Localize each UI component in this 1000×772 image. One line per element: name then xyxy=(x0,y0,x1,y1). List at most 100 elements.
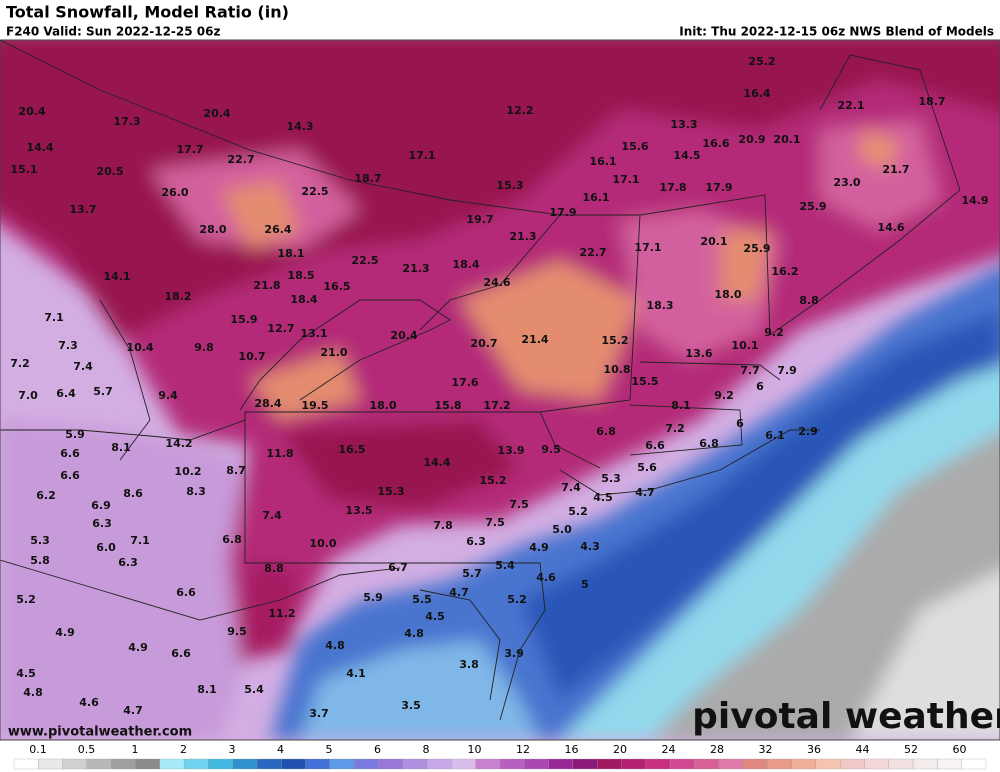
point-label: 15.2 xyxy=(601,334,628,347)
point-label: 21.0 xyxy=(320,346,347,359)
point-label: 21.7 xyxy=(882,163,909,176)
legend-tick-label: 24 xyxy=(662,743,676,756)
point-label: 14.5 xyxy=(673,149,700,162)
legend-swatch xyxy=(402,758,428,770)
point-label: 4.3 xyxy=(580,540,600,553)
website: www.pivotalweather.com xyxy=(8,725,192,740)
legend-swatch xyxy=(86,758,112,770)
title: Total Snowfall, Model Ratio (in) xyxy=(6,3,289,22)
point-label: 5.5 xyxy=(412,593,432,606)
point-label: 8.8 xyxy=(799,294,819,307)
init-time: Init: Thu 2022-12-15 06z NWS Blend of Mo… xyxy=(679,25,994,39)
point-label: 11.2 xyxy=(268,607,295,620)
point-label: 22.1 xyxy=(837,99,864,112)
legend-swatch xyxy=(451,758,476,770)
point-label: 20.4 xyxy=(18,105,45,118)
point-label: 16.4 xyxy=(743,87,770,100)
point-label: 14.4 xyxy=(26,141,53,154)
point-label: 10.8 xyxy=(603,363,630,376)
point-label: 18.0 xyxy=(369,399,396,412)
legend-tick-label: 1 xyxy=(132,743,139,756)
point-label: 6.3 xyxy=(118,556,138,569)
legend-swatch xyxy=(159,758,185,770)
point-label: 14.2 xyxy=(165,437,192,450)
point-label: 28.0 xyxy=(199,223,226,236)
point-label: 18.4 xyxy=(290,293,317,306)
point-label: 13.9 xyxy=(497,444,524,457)
legend-tick-label: 3 xyxy=(229,743,236,756)
legend-swatch xyxy=(961,758,987,770)
point-label: 13.6 xyxy=(685,347,712,360)
point-label: 9.4 xyxy=(158,389,178,402)
point-label: 4.1 xyxy=(346,667,366,680)
point-label: 8.8 xyxy=(264,562,284,575)
point-label: 6.8 xyxy=(699,437,719,450)
point-label: 13.3 xyxy=(670,118,697,131)
point-label: 5.0 xyxy=(552,523,572,536)
legend-swatch xyxy=(111,758,136,770)
legend-tick-label: 52 xyxy=(904,743,918,756)
point-label: 15.5 xyxy=(631,375,658,388)
point-label: 4.7 xyxy=(123,704,143,717)
point-label: 6.3 xyxy=(92,517,112,530)
legend-tick-label: 20 xyxy=(613,743,627,756)
point-label: 19.5 xyxy=(301,399,328,412)
point-label: 15.6 xyxy=(621,140,648,153)
point-label: 17.1 xyxy=(408,149,435,162)
point-label: 8.7 xyxy=(226,464,246,477)
point-label: 10.0 xyxy=(309,537,336,550)
point-label: 17.2 xyxy=(483,399,510,412)
legend-swatch xyxy=(840,758,865,770)
point-label: 15.3 xyxy=(496,179,523,192)
point-label: 7.8 xyxy=(433,519,453,532)
point-label: 5.2 xyxy=(16,593,36,606)
legend-swatch xyxy=(38,758,63,770)
legend-swatch xyxy=(888,758,914,770)
point-label: 7.5 xyxy=(485,516,505,529)
point-label: 6.8 xyxy=(596,425,616,438)
point-label: 4.7 xyxy=(449,586,469,599)
point-label: 22.7 xyxy=(579,246,606,259)
point-label: 18.2 xyxy=(164,290,191,303)
point-label: 17.1 xyxy=(634,241,661,254)
point-label: 10.2 xyxy=(174,465,201,478)
point-label: 7.2 xyxy=(10,357,30,370)
point-label: 7.1 xyxy=(130,534,150,547)
point-label: 14.9 xyxy=(961,194,988,207)
legend-swatch xyxy=(791,758,817,770)
point-label: 6.9 xyxy=(91,499,111,512)
legend-tick-label: 60 xyxy=(953,743,967,756)
point-label: 10.4 xyxy=(126,341,153,354)
legend-tick-label: 8 xyxy=(423,743,430,756)
point-label: 4.7 xyxy=(635,486,655,499)
legend-swatch xyxy=(475,758,501,770)
point-label: 7.9 xyxy=(777,364,797,377)
point-label: 2.9 xyxy=(798,425,818,438)
point-label: 4.6 xyxy=(79,696,99,709)
point-label: 7.2 xyxy=(665,422,685,435)
point-label: 15.8 xyxy=(434,399,461,412)
point-label: 20.1 xyxy=(700,235,727,248)
point-label: 6.6 xyxy=(645,439,665,452)
legend-swatch xyxy=(621,758,646,770)
point-label: 21.4 xyxy=(521,333,548,346)
legend-tick-label: 10 xyxy=(468,743,482,756)
legend-tick-label: 6 xyxy=(374,743,381,756)
legend-tick-label: 2 xyxy=(180,743,187,756)
point-label: 9.8 xyxy=(194,341,214,354)
point-label: 7.0 xyxy=(18,389,38,402)
point-label: 4.8 xyxy=(23,686,43,699)
point-label: 25.9 xyxy=(743,242,770,255)
legend-swatch xyxy=(13,758,39,770)
map-frame xyxy=(0,39,1000,741)
legend-tick-label: 0.1 xyxy=(29,743,47,756)
point-label: 7.7 xyxy=(740,364,760,377)
legend-swatch xyxy=(329,758,355,770)
point-label: 4.9 xyxy=(529,541,549,554)
point-label: 8.1 xyxy=(197,683,217,696)
legend-swatch xyxy=(232,758,258,770)
legend-swatch xyxy=(135,758,160,770)
brand-watermark: pivotal weather xyxy=(692,696,1000,737)
point-label: 16.5 xyxy=(323,280,350,293)
